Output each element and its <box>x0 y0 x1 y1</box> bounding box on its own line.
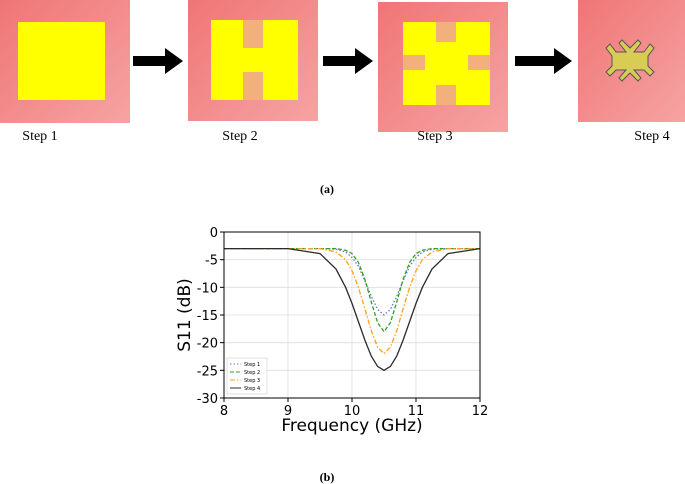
step-label: Step 1 <box>22 129 57 144</box>
caption: (a) <box>320 182 334 196</box>
y-tick-label: -25 <box>197 364 218 379</box>
x-tick-label: 9 <box>284 404 292 419</box>
series-line <box>224 247 481 372</box>
series-line <box>224 247 480 316</box>
legend-label: Step 1 <box>244 362 260 368</box>
legend-label: Step 2 <box>244 370 260 376</box>
arrow <box>133 48 183 74</box>
slot <box>403 55 425 70</box>
x-axis-label: Frequency (GHz) <box>281 416 422 436</box>
slot <box>243 72 263 100</box>
step-label: Step 2 <box>222 129 257 144</box>
y-tick-label: -30 <box>197 392 218 407</box>
patch <box>18 22 105 100</box>
x-tick-label: 8 <box>220 404 228 419</box>
x-tick-label: 11 <box>408 404 425 419</box>
y-tick-label: 0 <box>210 226 218 241</box>
step-label: Step 3 <box>417 129 452 144</box>
series-line <box>224 247 480 355</box>
arrow <box>323 48 373 74</box>
x-tick-label: 12 <box>472 404 489 419</box>
legend-label: Step 4 <box>244 386 260 392</box>
slot <box>436 22 456 42</box>
legend-label: Step 3 <box>244 378 260 384</box>
x-tick-label: 10 <box>344 404 361 419</box>
patch <box>605 39 655 82</box>
y-tick-label: -5 <box>205 254 218 269</box>
y-tick-label: -15 <box>197 309 218 324</box>
slot <box>436 85 456 105</box>
y-tick-label: -10 <box>197 281 218 296</box>
plot-frame <box>223 231 481 399</box>
slot <box>243 20 263 48</box>
y-axis-label: S11 (dB) <box>175 278 195 352</box>
arrow <box>515 48 572 74</box>
slot <box>468 55 490 70</box>
caption: (b) <box>320 470 335 484</box>
y-tick-label: -20 <box>197 337 218 352</box>
step-label: Step 4 <box>634 129 669 144</box>
